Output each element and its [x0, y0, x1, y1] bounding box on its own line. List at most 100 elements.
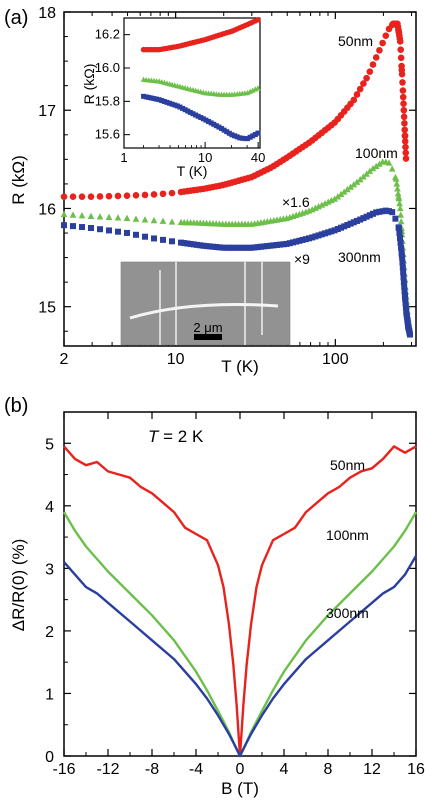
panel-a-point-300nm	[251, 244, 258, 251]
inset-point-300nm	[180, 105, 186, 111]
panel-a-point-300nm	[302, 236, 309, 243]
panel-a-multiplier-100nm: ×1.6	[282, 194, 310, 210]
panel-a-point-300nm	[106, 227, 112, 234]
inset-point-300nm	[185, 108, 191, 114]
panel-a-point-100nm	[337, 190, 345, 198]
panel-a-point-300nm	[399, 264, 406, 271]
panel-a-point-100nm	[394, 190, 402, 197]
panel-a-point-100nm	[395, 195, 403, 202]
panel-b-x-tick-label: 0	[236, 761, 245, 778]
panel-a-point-300nm	[306, 235, 312, 242]
panel-a-point-100nm	[331, 195, 338, 202]
inset-series-100nm	[140, 76, 261, 97]
panel-a-point-300nm	[142, 233, 148, 240]
panel-a-point-300nm	[318, 231, 325, 238]
panel-a-multiplier-300nm: ×9	[294, 251, 310, 267]
panel-a-point-300nm	[392, 215, 399, 222]
panel-a-x-tick-label: 100	[322, 351, 349, 368]
panel-a-point-300nm	[402, 300, 409, 307]
inset-x-tick-label: 10	[198, 150, 212, 165]
panel-a-point-100nm	[396, 204, 404, 212]
panel-a-point-50nm	[402, 143, 409, 151]
inset-point-300nm	[174, 103, 180, 109]
inset-y-tick-label: 15.8	[95, 93, 120, 108]
panel-a-point-100nm	[350, 181, 358, 188]
inset-point-300nm	[156, 97, 162, 103]
panel-a-point-300nm	[399, 254, 406, 261]
panel-a-legend-300nm: 300nm	[338, 249, 381, 265]
panel-a-point-300nm	[270, 242, 277, 249]
panel-a-point-300nm	[200, 242, 207, 249]
panel-a-point-100nm	[105, 213, 113, 220]
inset-y-tick-label: 16.2	[95, 27, 120, 42]
panel-a-point-100nm	[347, 183, 354, 190]
panel-a-point-100nm	[385, 159, 393, 166]
panel-a-point-300nm	[190, 241, 197, 248]
panel-a-point-300nm	[401, 292, 408, 299]
panel-b-legend-300nm: 300nm	[326, 605, 369, 621]
inset-point-300nm	[208, 120, 214, 126]
inset-point-100nm	[255, 85, 261, 91]
panel-a-point-300nm	[400, 274, 407, 281]
panel-a-point-300nm	[397, 239, 404, 246]
panel-b-x-tick-label: 12	[363, 761, 381, 778]
panel-a-point-300nm	[254, 244, 261, 251]
panel-b-x-tick-label: 4	[280, 761, 289, 778]
panel-a-point-50nm	[400, 100, 407, 107]
panel-a-point-300nm	[296, 237, 303, 244]
temp-value: = 2 K	[158, 427, 204, 446]
panel-a-point-50nm	[132, 192, 140, 199]
panel-a-point-300nm	[187, 240, 194, 247]
panel-b-x-tick-label: -8	[145, 761, 159, 778]
scale-bar-label: 2 μm	[193, 320, 222, 335]
panel-a-point-50nm	[353, 91, 361, 98]
inset-point-300nm	[239, 135, 245, 141]
panel-a-point-300nm	[407, 331, 414, 338]
inset-point-300nm	[242, 136, 248, 142]
panel-a-point-50nm	[376, 47, 383, 54]
panel-a-point-300nm	[242, 244, 248, 251]
panel-a-point-300nm	[402, 304, 409, 311]
panel-a-point-100nm	[396, 199, 403, 207]
inset-point-300nm	[143, 94, 149, 100]
panel-a-point-300nm	[401, 288, 408, 295]
panel-a-point-300nm	[184, 240, 191, 247]
panel-a-point-100nm	[366, 167, 374, 174]
panel-a-point-100nm	[397, 217, 405, 225]
inset-point-300nm	[232, 133, 238, 139]
panel-a-point-300nm	[389, 209, 396, 216]
panel-b-x-tick-label: 8	[324, 761, 333, 778]
panel-a-point-300nm	[400, 279, 407, 286]
panel-a-point-300nm	[357, 216, 364, 223]
panel-a-point-50nm	[369, 61, 377, 68]
panel-a-point-300nm	[328, 228, 335, 235]
panel-a-point-300nm	[299, 236, 306, 243]
panel-b-y-tick-label: 4	[45, 499, 54, 516]
panel-a-point-300nm	[354, 217, 360, 224]
panel-a-point-50nm	[396, 38, 404, 45]
panel-a-point-50nm	[363, 74, 370, 82]
panel-a-point-300nm	[382, 207, 389, 214]
panel-a-point-50nm	[382, 32, 390, 39]
panel-a-point-50nm	[69, 193, 77, 200]
panel-a-point-300nm	[344, 222, 351, 229]
panel-b-temperature-annotation: T = 2 K	[148, 427, 204, 446]
inset-point-300nm	[203, 117, 209, 123]
inset-point-300nm	[200, 116, 206, 122]
panel-a-point-50nm	[397, 54, 405, 62]
panel-a-point-100nm	[96, 213, 104, 220]
panel-a-point-300nm	[400, 269, 407, 276]
panel-a-point-300nm	[350, 219, 357, 226]
panel-a-point-100nm	[360, 173, 367, 180]
inset-point-300nm	[198, 115, 204, 121]
panel-a-point-100nm	[69, 211, 77, 218]
panel-a-point-300nm	[169, 238, 175, 245]
panel-a-point-100nm	[353, 178, 361, 185]
panel-a-point-300nm	[347, 220, 354, 227]
panel-a-point-50nm	[397, 46, 405, 53]
panel-b-y-tick-label: 1	[45, 686, 54, 703]
inset-point-300nm	[193, 112, 199, 118]
panel-a-point-300nm	[396, 234, 403, 241]
panel-a-point-300nm	[398, 249, 405, 256]
